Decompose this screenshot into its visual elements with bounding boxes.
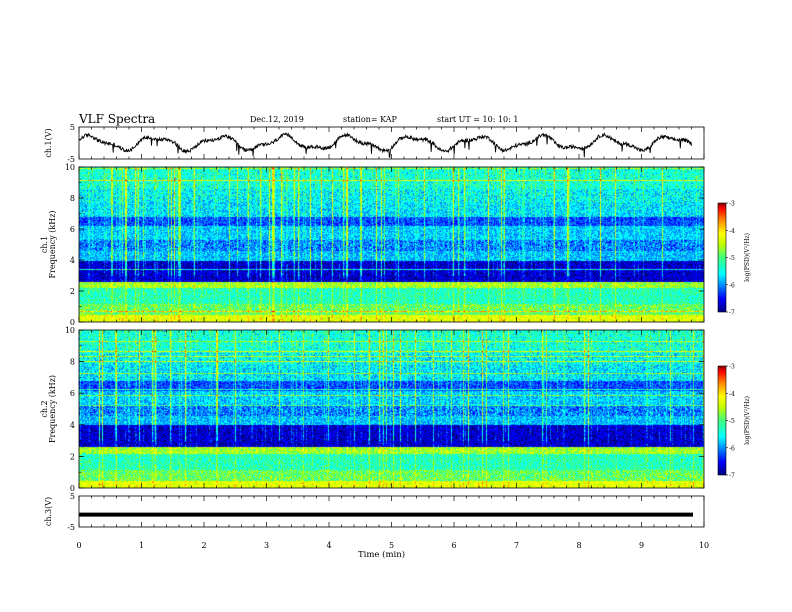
freq-tick-label: 8 bbox=[70, 358, 75, 367]
time-tick-label: 3 bbox=[264, 541, 269, 550]
colorbar-tick-label: -6 bbox=[729, 445, 735, 452]
freq-tick-label: 10 bbox=[65, 326, 75, 335]
colorbar bbox=[717, 365, 727, 476]
time-tick-label: 0 bbox=[76, 541, 81, 550]
ch1-waveform-line bbox=[78, 132, 692, 159]
colorbar-tick-label: -6 bbox=[729, 282, 735, 289]
freq-tick-label: 2 bbox=[70, 452, 75, 461]
ch1-ytick-bottom: -5 bbox=[67, 155, 75, 164]
time-tick-label: 1 bbox=[139, 541, 144, 550]
colorbar bbox=[717, 202, 727, 313]
spectrogram-channel-label: ch.2 bbox=[40, 400, 49, 417]
freq-tick-label: 6 bbox=[70, 389, 75, 398]
figure-title: VLF Spectra bbox=[79, 112, 156, 126]
freq-tick-label: 6 bbox=[70, 225, 75, 234]
station-label: station= KAP bbox=[343, 115, 397, 124]
start-time-label: start UT = 10: 10: 1 bbox=[437, 115, 519, 124]
time-tick-label: 4 bbox=[326, 541, 331, 550]
freq-tick-label: 2 bbox=[70, 287, 75, 296]
freq-tick-label: 8 bbox=[70, 194, 75, 203]
colorbar-tick-label: -5 bbox=[729, 255, 735, 262]
spectrogram-ylabel: Frequency (kHz) bbox=[48, 210, 57, 278]
colorbar-tick-label: -7 bbox=[729, 310, 735, 317]
freq-tick-label: 4 bbox=[70, 256, 75, 265]
date-label: Dec.12, 2019 bbox=[250, 115, 304, 124]
colorbar-tick-label: -3 bbox=[729, 201, 735, 208]
ch1-ytick-top: 5 bbox=[70, 123, 75, 132]
colorbar-tick-label: -5 bbox=[729, 418, 735, 425]
spectrogram-ch1 bbox=[79, 167, 704, 322]
time-tick-label: 8 bbox=[576, 541, 581, 550]
colorbar-label: log(PSD)(V²/Hz) bbox=[744, 396, 751, 445]
spectrogram-ylabel: Frequency (kHz) bbox=[48, 375, 57, 443]
freq-tick-label: 0 bbox=[70, 318, 75, 327]
colorbar-tick-label: -4 bbox=[729, 391, 735, 398]
colorbar-tick-label: -7 bbox=[729, 473, 735, 480]
freq-tick-label: 0 bbox=[70, 484, 75, 493]
ch3-waveform-ylabel: ch.3(V) bbox=[44, 497, 53, 526]
time-tick-label: 10 bbox=[699, 541, 709, 550]
colorbar-label: log(PSD)(V²/Hz) bbox=[744, 233, 751, 282]
colorbar-tick-label: -4 bbox=[729, 228, 735, 235]
time-tick-label: 7 bbox=[514, 541, 519, 550]
colorbar-tick-label: -3 bbox=[729, 364, 735, 371]
time-tick-label: 6 bbox=[451, 541, 456, 550]
time-axis-label: Time (min) bbox=[358, 549, 405, 560]
time-tick-label: 5 bbox=[389, 541, 394, 550]
time-tick-label: 9 bbox=[639, 541, 644, 550]
freq-tick-label: 4 bbox=[70, 421, 75, 430]
ch3-ytick-top: 5 bbox=[70, 492, 75, 501]
ch1-waveform-ylabel: ch.1(V) bbox=[44, 128, 53, 157]
spectrogram-ch2 bbox=[79, 330, 704, 488]
freq-tick-label: 10 bbox=[65, 163, 75, 172]
spectrogram-channel-label: ch.1 bbox=[40, 236, 49, 253]
time-tick-label: 2 bbox=[201, 541, 206, 550]
ch3-ytick-bottom: -5 bbox=[67, 523, 75, 532]
